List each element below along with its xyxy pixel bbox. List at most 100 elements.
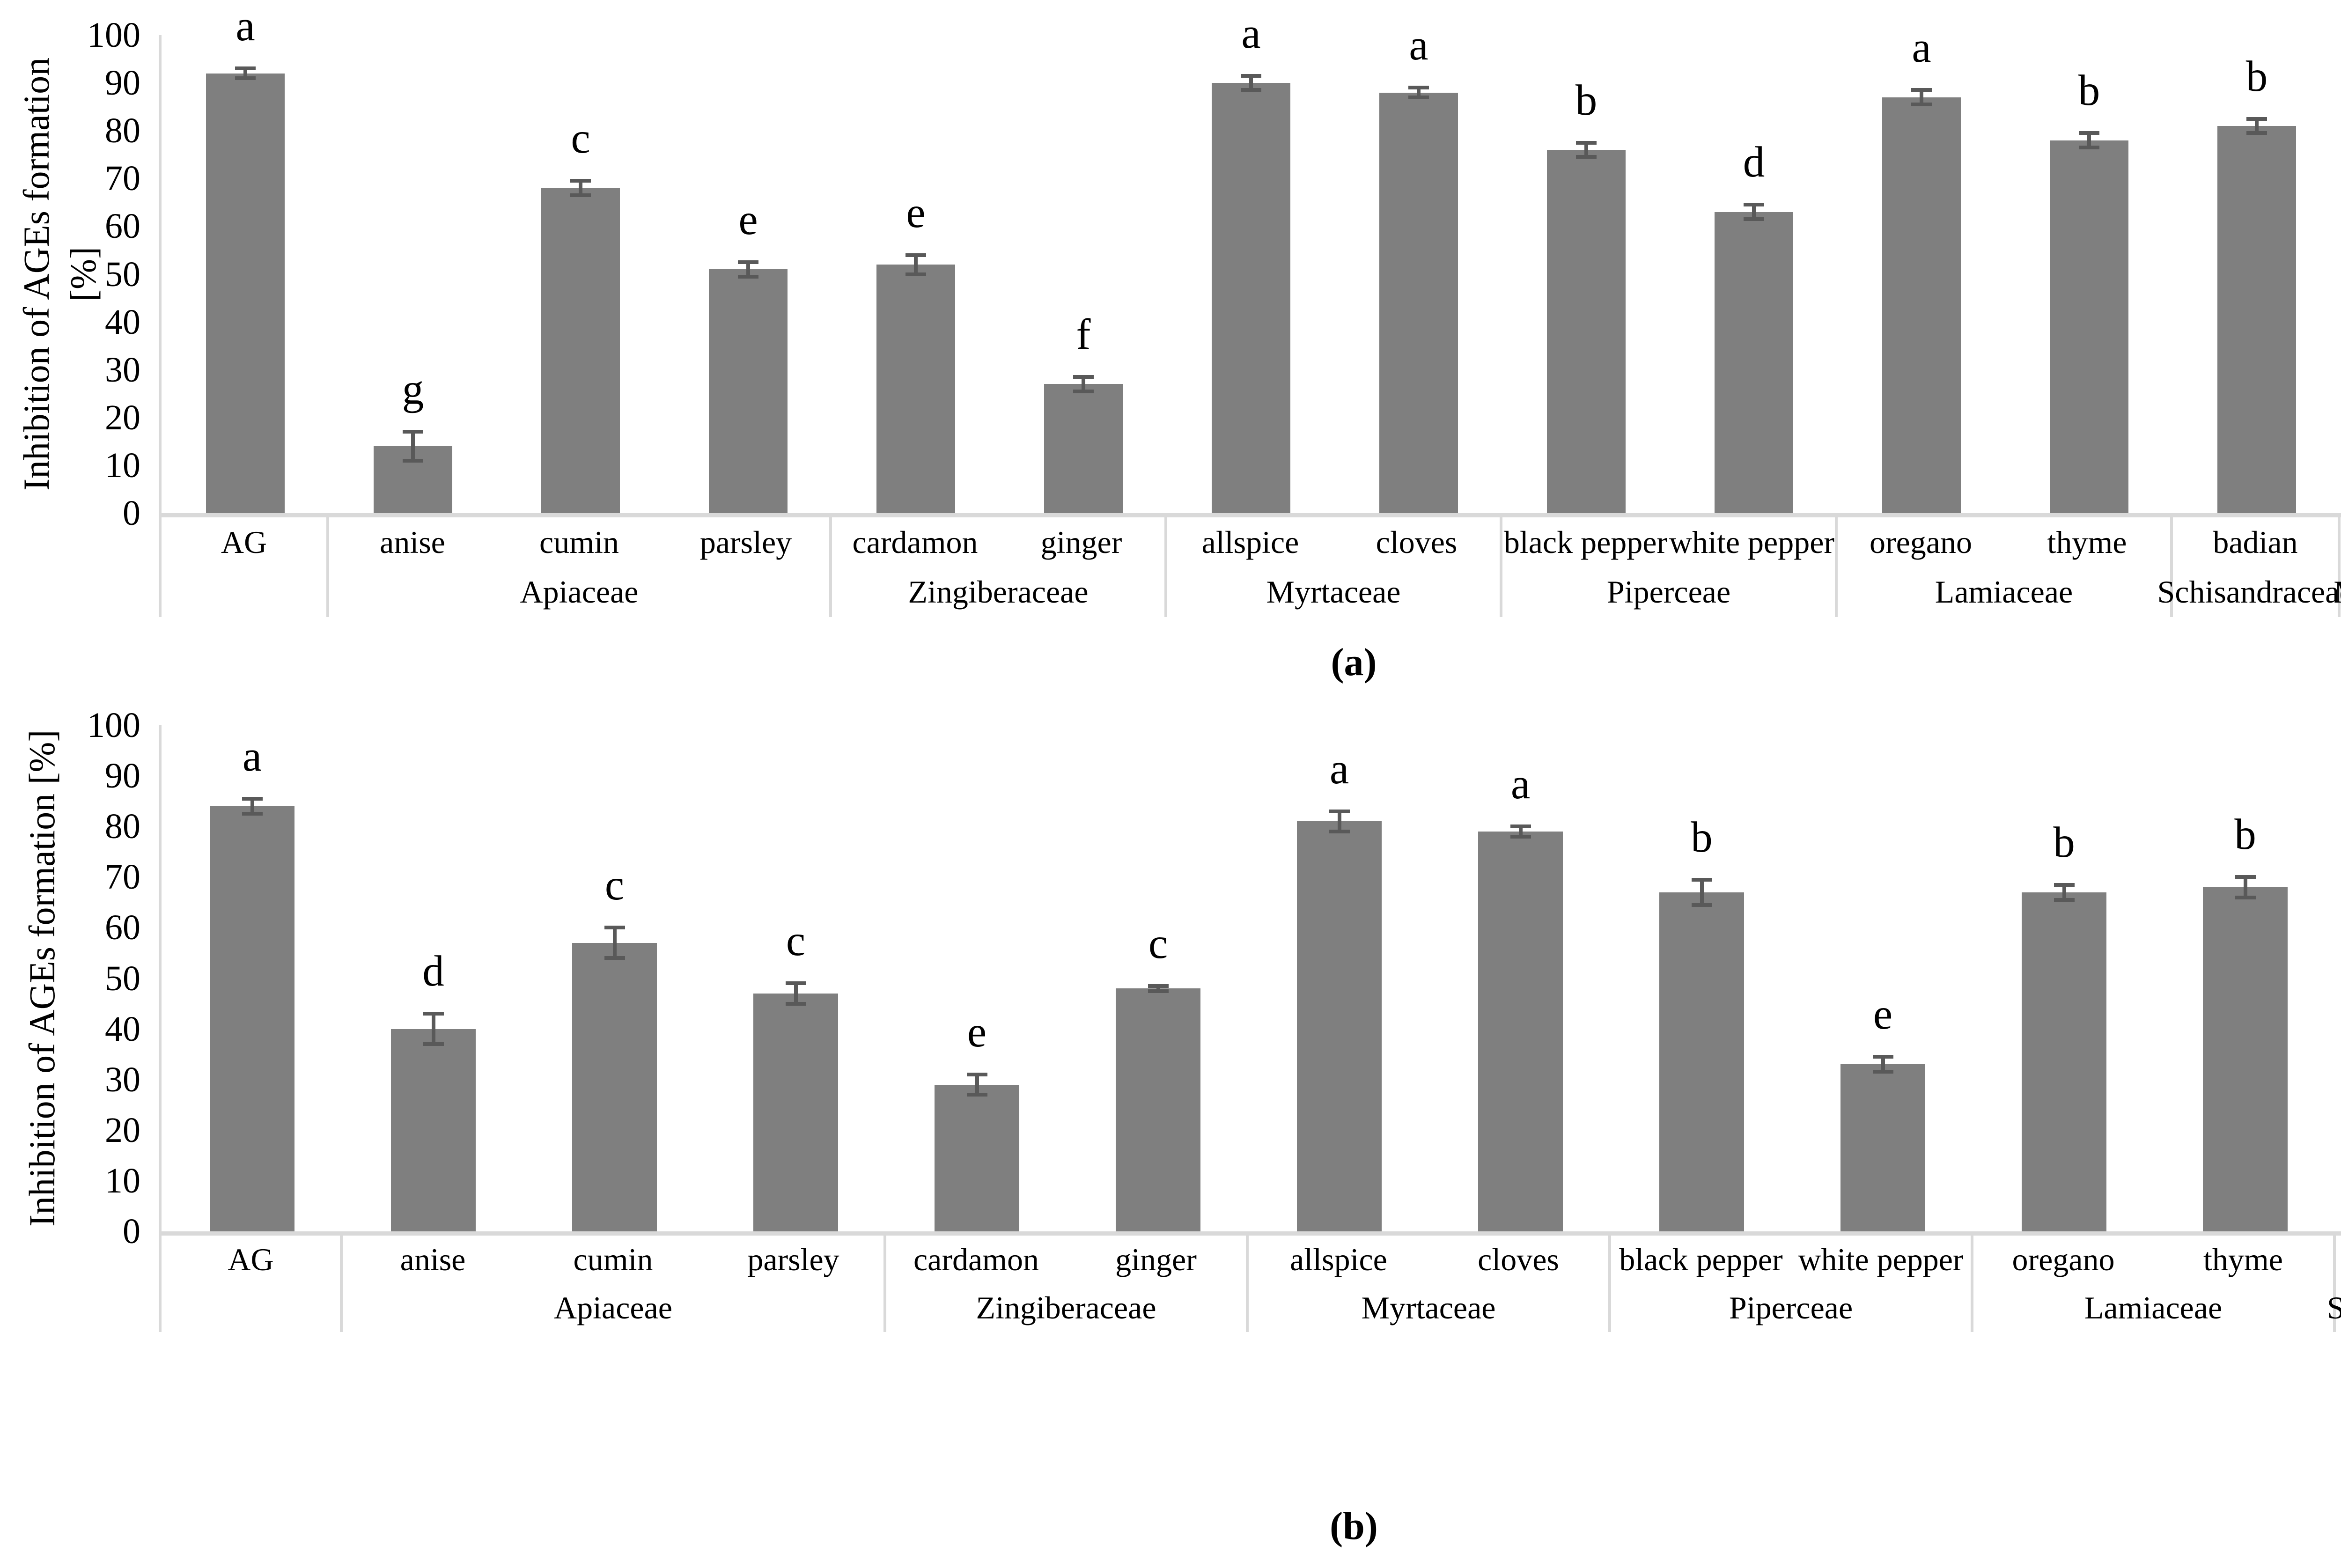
caption-b: (b) bbox=[1330, 1504, 1378, 1548]
error-bar-whisker bbox=[2062, 884, 2066, 900]
bar-white pepper bbox=[1840, 1064, 1926, 1231]
bar-thyme bbox=[2202, 887, 2288, 1231]
y-tick-label: 50 bbox=[105, 254, 140, 294]
error-bar-cap-top bbox=[423, 1012, 444, 1016]
y-tick-label: 70 bbox=[105, 857, 140, 897]
error-bar-cap-top bbox=[1241, 74, 1261, 78]
error-bar-cap-top bbox=[1911, 88, 1932, 92]
error-bar-cap-bottom bbox=[1241, 88, 1261, 92]
family-group-cell: oregano thyme Lamiaceae bbox=[1971, 1236, 2333, 1332]
significance-letter: c bbox=[786, 917, 806, 965]
error-bar-cap-bottom bbox=[1329, 830, 1350, 833]
y-tick-label: 50 bbox=[105, 958, 140, 998]
error-bar-cap-top bbox=[1576, 140, 1597, 145]
significance-letter: e bbox=[738, 195, 758, 244]
error-bar-whisker bbox=[1156, 986, 1160, 991]
significance-letter: c bbox=[571, 114, 590, 163]
spice-label: parsley bbox=[747, 1242, 839, 1277]
y-tick-label: 60 bbox=[105, 206, 140, 246]
significance-letter: e bbox=[967, 1008, 987, 1056]
spice-label: parsley bbox=[699, 524, 792, 560]
error-bar-whisker bbox=[1082, 377, 1085, 391]
significance-letter: a bbox=[1912, 23, 1931, 72]
bar-white pepper bbox=[1714, 212, 1794, 513]
error-bar-cap-bottom bbox=[242, 812, 263, 816]
error-bar-cap-bottom bbox=[2079, 145, 2099, 149]
error-bar-cap-bottom bbox=[2235, 895, 2256, 899]
error-bar-cap-top bbox=[1408, 86, 1429, 90]
error-bar-cap-top bbox=[2235, 875, 2256, 879]
spice-label: ginger bbox=[1115, 1242, 1197, 1277]
error-bar-cap-top bbox=[1329, 809, 1350, 813]
spice-label-row: black pepper white pepper bbox=[1502, 517, 1835, 567]
error-bar-cap-top bbox=[785, 981, 806, 986]
family-group-cell: anise cumin parsley Apiaceae bbox=[340, 1236, 883, 1332]
significance-letter: g bbox=[402, 365, 424, 414]
spice-label: oregano bbox=[1869, 524, 1972, 560]
family-group-cell: allspice cloves Myrtaceae bbox=[1164, 517, 1500, 617]
error-bar-whisker bbox=[612, 928, 617, 958]
significance-letter: a bbox=[1329, 744, 1349, 793]
spice-label-row: cardamon ginger bbox=[886, 1236, 1246, 1284]
error-bar-cap-top bbox=[604, 926, 625, 930]
spice-label-row: allspice cloves bbox=[1167, 517, 1500, 567]
family-group-cell: cardamon ginger Zingiberaceae bbox=[829, 517, 1164, 617]
significance-letter: a bbox=[1510, 760, 1531, 809]
error-bar-whisker bbox=[579, 181, 582, 196]
y-tick-label: 0 bbox=[123, 1212, 140, 1251]
x-axis-line bbox=[159, 1231, 2341, 1236]
error-bar-cap-bottom bbox=[235, 76, 256, 80]
y-tick-label: 100 bbox=[87, 15, 140, 55]
family-group-cell: black pepper white pepper Piperceae bbox=[1608, 1236, 1971, 1332]
error-bar-whisker bbox=[2255, 118, 2259, 133]
error-bar-cap-bottom bbox=[738, 274, 758, 279]
error-bar-whisker bbox=[914, 255, 918, 274]
y-tick-label: 90 bbox=[105, 756, 140, 796]
bar-black pepper bbox=[1659, 892, 1745, 1231]
family-label: Schisandraceae bbox=[2157, 574, 2341, 610]
y-tick-label: 40 bbox=[105, 302, 140, 342]
bar-anise bbox=[390, 1029, 476, 1231]
bar-oregano bbox=[1882, 97, 1961, 513]
family-group-cell: black pepper white pepper Piperceae bbox=[1500, 517, 1835, 617]
bar-AG bbox=[209, 806, 295, 1231]
y-axis-line bbox=[159, 725, 162, 1231]
error-bar-cap-top bbox=[1510, 824, 1531, 829]
spice-label-row: black pepper white pepper bbox=[1611, 1236, 1971, 1284]
family-label: Apiaceae bbox=[520, 574, 639, 610]
significance-letter: d bbox=[1743, 138, 1765, 187]
y-tick-label: 0 bbox=[123, 493, 140, 533]
caption-a: (a) bbox=[1331, 640, 1377, 684]
bar-badian bbox=[2217, 125, 2297, 513]
bar-thyme bbox=[2049, 140, 2129, 513]
significance-letter: b bbox=[2053, 818, 2075, 867]
bar-black pepper bbox=[1546, 150, 1626, 513]
spice-label: black pepper bbox=[1503, 524, 1668, 560]
spice-label: black pepper bbox=[1619, 1242, 1783, 1277]
spice-label: anise bbox=[400, 1242, 466, 1277]
error-bar-cap-top bbox=[905, 253, 926, 257]
bar-AG bbox=[206, 73, 285, 513]
error-bar-cap-top bbox=[570, 179, 591, 183]
spice-label-row: AG bbox=[162, 1236, 340, 1284]
bar-ginger bbox=[1115, 988, 1201, 1231]
error-bar-whisker bbox=[243, 68, 247, 78]
error-bar-whisker bbox=[1920, 90, 1923, 105]
family-label: Lamiaceae bbox=[1935, 574, 2073, 610]
y-tick-label: 90 bbox=[105, 63, 140, 103]
error-bar-whisker bbox=[2087, 133, 2091, 147]
family-label: Lamiaceae bbox=[2084, 1290, 2223, 1325]
family-label: Zingiberaceae bbox=[976, 1290, 1156, 1325]
error-bar-cap-top bbox=[2079, 131, 2099, 135]
error-bar-whisker bbox=[794, 983, 798, 1004]
significance-letter: a bbox=[2336, 706, 2341, 762]
significance-letter: d bbox=[422, 947, 444, 996]
error-bar-whisker bbox=[1518, 826, 1523, 837]
spice-label-row: AG bbox=[162, 517, 326, 567]
significance-letter: a bbox=[242, 732, 262, 780]
error-bar-cap-bottom bbox=[570, 193, 591, 198]
spice-label-row: allspice cloves bbox=[1249, 1236, 1608, 1284]
significance-letter: b bbox=[1575, 76, 1597, 125]
